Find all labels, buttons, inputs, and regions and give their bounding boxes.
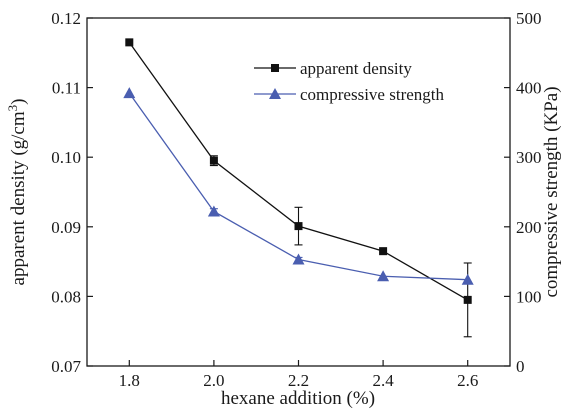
y-right-tick-label: 100 xyxy=(516,287,542,306)
y-right-tick-label: 0 xyxy=(516,357,525,376)
x-axis-label: hexane addition (%) xyxy=(221,388,375,409)
data-point-compressive-strength xyxy=(461,273,474,285)
legend-marker-apparent-density xyxy=(271,64,279,72)
y-right-tick-label: 500 xyxy=(516,9,542,28)
x-tick-label: 2.4 xyxy=(372,371,394,390)
x-tick-label: 2.0 xyxy=(203,371,224,390)
data-point-compressive-strength xyxy=(377,270,390,282)
y-left-tick-label: 0.08 xyxy=(51,287,81,306)
series-layer xyxy=(123,38,474,338)
data-point-compressive-strength xyxy=(123,87,136,99)
ticks-layer: 1.8 2.0 2.2 2.4 2.6 0.07 0.08 0.09 0.10 0.11 0.12 0… xyxy=(51,9,541,390)
plot-frame xyxy=(86,17,511,367)
data-point-apparent-density xyxy=(379,247,388,256)
data-point-compressive-strength xyxy=(292,253,305,265)
y-right-tick-label: 400 xyxy=(516,79,542,98)
y-left-tick-label: 0.11 xyxy=(52,79,81,98)
data-point-apparent-density xyxy=(463,295,472,304)
y-left-tick-label: 0.12 xyxy=(51,9,81,28)
legend: apparent density compressive strength xyxy=(254,59,444,104)
y-left-axis-label: apparent density (g/cm3) xyxy=(5,99,29,286)
data-point-compressive-strength xyxy=(207,205,220,217)
x-tick-label: 2.6 xyxy=(457,371,478,390)
x-tick-label: 1.8 xyxy=(119,371,140,390)
y-left-tick-label: 0.09 xyxy=(51,218,81,237)
data-point-apparent-density xyxy=(125,38,134,47)
legend-marker-compressive-strength xyxy=(269,88,281,99)
y-left-axis-label-close: ) xyxy=(8,99,29,105)
legend-label-apparent-density: apparent density xyxy=(300,59,412,78)
data-point-apparent-density xyxy=(294,222,303,231)
y-left-axis-label-superscript: 3 xyxy=(5,105,20,112)
series-line-compressive-strength xyxy=(128,92,468,281)
y-right-axis-label: compressive strength (KPa) xyxy=(541,86,562,297)
y-left-tick-label: 0.10 xyxy=(51,148,81,167)
legend-label-compressive-strength: compressive strength xyxy=(300,85,444,104)
data-point-apparent-density xyxy=(209,156,218,165)
y-right-tick-label: 300 xyxy=(516,148,542,167)
y-left-axis-label-main: apparent density (g/cm xyxy=(8,111,29,285)
x-tick-label: 2.2 xyxy=(288,371,309,390)
y-left-tick-label: 0.07 xyxy=(51,357,81,376)
y-right-tick-label: 200 xyxy=(516,218,542,237)
